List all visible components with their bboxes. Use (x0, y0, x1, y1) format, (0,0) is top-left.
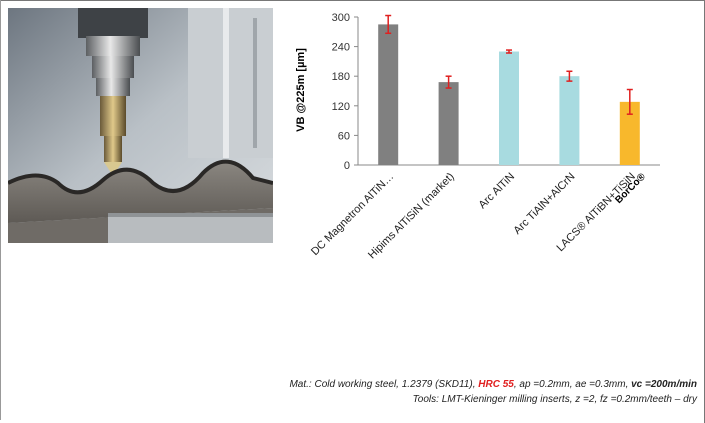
error-bar (626, 88, 633, 115)
x-tick-label: Arc AlTiN (477, 171, 518, 212)
machining-photo (8, 8, 273, 243)
error-bars-group (385, 14, 633, 115)
hardness-value: HRC 55 (478, 379, 514, 390)
y-tick-label: 0 (344, 160, 350, 172)
error-bar (385, 14, 392, 35)
x-tick-labels: DC Magnetron AlTiN…Hipims AlTiSiN (marke… (309, 171, 648, 262)
bar (499, 51, 519, 165)
error-bar (566, 70, 573, 82)
wear-bar-chart: 0 60 120 180 240 300 DC Magnetron AlTiN…Hipim… (295, 12, 660, 262)
y-tick-label: 240 (332, 42, 350, 54)
bar (378, 24, 399, 166)
y-axis-ticks: 0 60 120 180 240 300 (332, 12, 358, 172)
bar (619, 101, 640, 165)
material-note-c: , ap =0.2mm, ae =0.3mm, (513, 379, 632, 390)
material-note-a: Mat.: Cold working steel, 1.2379 (SKD11)… (289, 379, 479, 390)
cutting-speed: vc =200m/min (631, 379, 697, 390)
bars-group (378, 24, 640, 166)
y-tick-label: 300 (332, 12, 350, 24)
x-tick-label: Arc TiAlN+AlCrN (511, 171, 577, 237)
error-bar (445, 75, 452, 89)
y-axis-label: VB @225m [µm] (295, 48, 307, 132)
y-tick-label: 120 (332, 101, 350, 113)
bar (438, 82, 459, 165)
y-tick-label: 60 (338, 130, 350, 142)
y-tick-label: 180 (332, 71, 350, 83)
left-border (0, 0, 1, 420)
bar (559, 76, 580, 165)
milling-photo-illustration (8, 8, 273, 243)
material-note: Mat.: Cold working steel, 1.2379 (SKD11)… (289, 379, 697, 390)
error-bar (506, 49, 512, 54)
tools-note: Tools: LMT-Kieninger milling inserts, z … (412, 394, 697, 405)
